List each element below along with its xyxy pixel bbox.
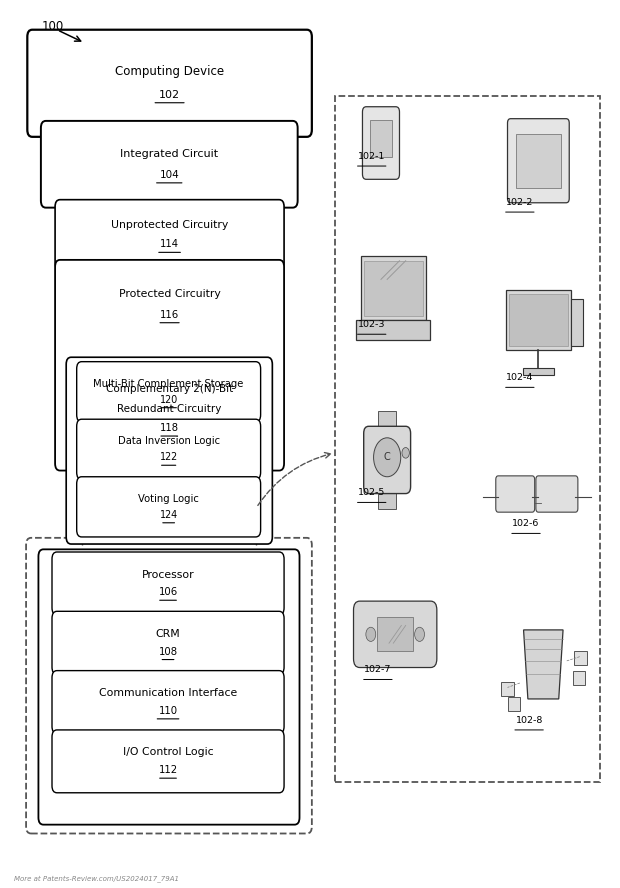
Text: 102-2: 102-2 — [506, 198, 534, 207]
Text: 108: 108 — [159, 646, 177, 656]
FancyBboxPatch shape — [335, 96, 600, 782]
FancyBboxPatch shape — [364, 426, 410, 494]
FancyBboxPatch shape — [574, 651, 587, 665]
FancyBboxPatch shape — [55, 200, 284, 270]
FancyBboxPatch shape — [523, 368, 554, 375]
Text: 102-1: 102-1 — [358, 152, 386, 161]
Text: 102-7: 102-7 — [364, 665, 392, 674]
Text: 102-4: 102-4 — [506, 373, 534, 382]
FancyBboxPatch shape — [353, 601, 437, 668]
FancyBboxPatch shape — [502, 682, 514, 696]
Polygon shape — [523, 630, 563, 699]
FancyBboxPatch shape — [536, 476, 578, 512]
Circle shape — [366, 627, 376, 641]
FancyBboxPatch shape — [363, 107, 399, 179]
Circle shape — [402, 448, 409, 458]
Text: 102-8: 102-8 — [515, 716, 542, 725]
Text: C: C — [384, 452, 391, 463]
FancyBboxPatch shape — [571, 299, 583, 345]
Text: Protected Circuitry: Protected Circuitry — [118, 289, 221, 298]
FancyBboxPatch shape — [38, 550, 299, 825]
FancyBboxPatch shape — [77, 419, 260, 480]
FancyBboxPatch shape — [496, 476, 534, 512]
FancyBboxPatch shape — [55, 260, 284, 471]
Text: Data Inversion Logic: Data Inversion Logic — [118, 436, 219, 447]
FancyBboxPatch shape — [378, 617, 413, 652]
FancyBboxPatch shape — [356, 320, 430, 339]
Text: More at Patents-Review.com/US2024017_79A1: More at Patents-Review.com/US2024017_79A… — [14, 876, 179, 882]
Text: Redundant Circuitry: Redundant Circuitry — [117, 403, 221, 414]
Circle shape — [374, 438, 401, 477]
FancyBboxPatch shape — [508, 119, 569, 202]
FancyBboxPatch shape — [573, 670, 585, 685]
FancyBboxPatch shape — [26, 538, 312, 834]
FancyBboxPatch shape — [77, 477, 260, 537]
Text: Complementary 2(N)-Bit: Complementary 2(N)-Bit — [105, 385, 233, 394]
FancyBboxPatch shape — [52, 552, 284, 614]
Text: 120: 120 — [159, 395, 178, 405]
Text: 112: 112 — [159, 765, 177, 775]
FancyBboxPatch shape — [41, 121, 298, 208]
Text: Unprotected Circuitry: Unprotected Circuitry — [111, 220, 228, 230]
FancyBboxPatch shape — [506, 290, 571, 350]
Text: Voting Logic: Voting Logic — [138, 494, 199, 503]
Text: Multi-Bit Complement Storage: Multi-Bit Complement Storage — [94, 379, 244, 389]
FancyBboxPatch shape — [66, 357, 272, 544]
Text: 102-5: 102-5 — [358, 488, 386, 497]
Text: 102-3: 102-3 — [358, 320, 386, 329]
FancyBboxPatch shape — [52, 730, 284, 793]
FancyBboxPatch shape — [370, 120, 392, 157]
Text: 100: 100 — [42, 20, 64, 33]
Text: Processor: Processor — [142, 569, 194, 580]
FancyBboxPatch shape — [378, 411, 396, 433]
Text: Integrated Circuit: Integrated Circuit — [120, 148, 218, 159]
FancyBboxPatch shape — [508, 697, 520, 711]
Circle shape — [415, 627, 425, 641]
Text: 116: 116 — [160, 310, 179, 320]
FancyBboxPatch shape — [361, 257, 426, 320]
FancyBboxPatch shape — [52, 670, 284, 733]
FancyBboxPatch shape — [52, 611, 284, 674]
Text: 114: 114 — [160, 240, 179, 250]
FancyBboxPatch shape — [364, 261, 423, 315]
FancyBboxPatch shape — [516, 133, 560, 188]
Text: 118: 118 — [160, 423, 179, 433]
Text: 104: 104 — [159, 170, 179, 180]
Text: 102: 102 — [159, 90, 180, 99]
Text: 106: 106 — [159, 587, 178, 598]
FancyBboxPatch shape — [378, 487, 396, 509]
Text: 124: 124 — [159, 510, 178, 519]
FancyBboxPatch shape — [27, 29, 312, 137]
FancyBboxPatch shape — [509, 295, 568, 345]
Text: 110: 110 — [159, 706, 177, 716]
Text: Communication Interface: Communication Interface — [99, 688, 237, 698]
Text: I/O Control Logic: I/O Control Logic — [123, 748, 213, 757]
Text: Computing Device: Computing Device — [115, 65, 224, 78]
FancyBboxPatch shape — [77, 361, 260, 422]
Text: 102-6: 102-6 — [512, 519, 540, 528]
Text: CRM: CRM — [156, 629, 180, 638]
Text: 122: 122 — [159, 452, 178, 463]
